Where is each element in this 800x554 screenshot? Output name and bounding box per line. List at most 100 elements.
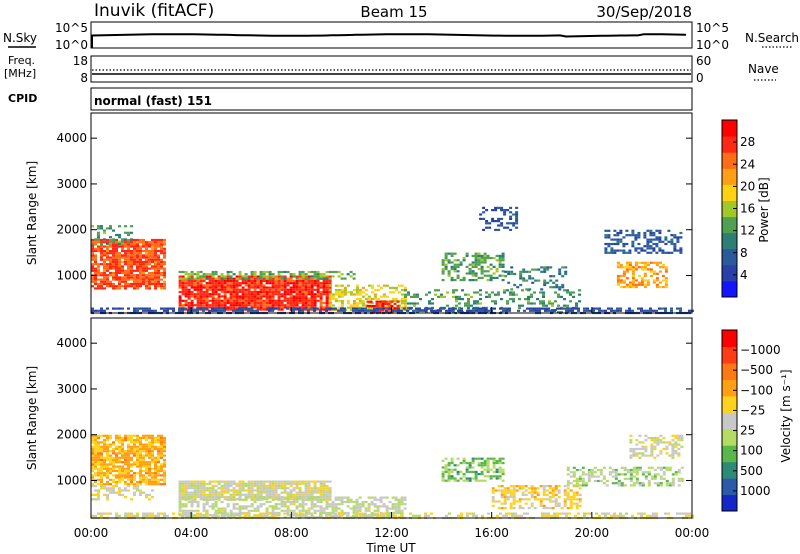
- heatmap-cell: [391, 309, 394, 312]
- heatmap-cell: [214, 500, 218, 504]
- heatmap-cell: [280, 295, 284, 298]
- heatmap-cell: [130, 265, 133, 268]
- heatmap-cell: [358, 293, 362, 296]
- heatmap-cell: [232, 306, 236, 309]
- heatmap-cell: [469, 309, 472, 312]
- heatmap-cell: [634, 236, 638, 239]
- heatmap-cell: [178, 505, 182, 508]
- heatmap-cell: [665, 441, 669, 444]
- heatmap-cell: [364, 307, 367, 310]
- heatmap-cell: [271, 297, 275, 300]
- heatmap-cell: [431, 311, 434, 314]
- heatmap-cell: [214, 503, 218, 506]
- heatmap-cell: [100, 307, 103, 310]
- heatmap-cell: [256, 484, 260, 488]
- heatmap-cell: [322, 487, 326, 490]
- heatmap-cell: [655, 261, 659, 264]
- heatmap-cell: [223, 290, 227, 294]
- heatmap-cell: [223, 286, 227, 289]
- heatmap-cell: [495, 475, 499, 478]
- heatmap-cell: [531, 268, 535, 271]
- heatmap-cell: [331, 304, 335, 307]
- heatmap-cell: [133, 439, 136, 442]
- heatmap-cell: [157, 472, 160, 475]
- heatmap-cell: [115, 452, 118, 455]
- heatmap-cell: [382, 307, 385, 310]
- heatmap-cell: [181, 491, 185, 494]
- heatmap-cell: [410, 295, 413, 298]
- heatmap-cell: [160, 243, 163, 246]
- heatmap-cell: [349, 291, 353, 294]
- heatmap-cell: [100, 469, 103, 473]
- heatmap-cell: [453, 265, 457, 268]
- heatmap-cell: [208, 282, 212, 285]
- heatmap-cell: [506, 496, 510, 499]
- heatmap-cell: [313, 496, 317, 499]
- heatmap-cell: [241, 277, 245, 280]
- heatmap-cell: [259, 286, 263, 289]
- heatmap-cell: [127, 476, 130, 479]
- heatmap-cell: [545, 304, 548, 307]
- heatmap-cell: [205, 297, 209, 300]
- heatmap-cell: [142, 269, 145, 272]
- heatmap-cell: [142, 445, 145, 448]
- heatmap-cell: [584, 484, 588, 487]
- heatmap-cell: [208, 277, 212, 280]
- heatmap-cell: [628, 249, 632, 252]
- heatmap-cell: [547, 514, 550, 517]
- heatmap-cell: [190, 277, 194, 280]
- heatmap-cell: [486, 265, 490, 268]
- heatmap-cell: [566, 484, 570, 487]
- heatmap-cell: [130, 452, 133, 455]
- heatmap-cell: [583, 307, 586, 310]
- heatmap-cell: [115, 256, 118, 259]
- heatmap-cell: [459, 477, 463, 480]
- heatmap-cell: [643, 268, 647, 271]
- heatmap-cell: [127, 307, 130, 310]
- colorbar-swatch: [722, 280, 737, 298]
- heatmap-cell: [641, 445, 645, 448]
- heatmap-cell: [373, 297, 377, 300]
- heatmap-cell: [578, 498, 582, 501]
- heatmap-cell: [340, 295, 344, 298]
- heatmap-cell: [376, 509, 380, 512]
- heatmap-cell: [524, 498, 528, 501]
- heatmap-cell: [593, 471, 597, 474]
- heatmap-cell: [495, 477, 499, 480]
- heatmap-cell: [205, 516, 209, 519]
- heatmap-cell: [184, 288, 188, 291]
- heatmap-cell: [202, 301, 206, 305]
- heatmap-cell: [403, 503, 407, 506]
- heatmap-cell: [578, 493, 582, 496]
- heatmap-cell: [226, 290, 230, 294]
- heatmap-cell: [181, 484, 185, 488]
- heatmap-cell: [619, 240, 623, 243]
- heatmap-cell: [367, 503, 371, 506]
- heatmap-cell: [247, 307, 250, 310]
- heatmap-cell: [425, 293, 428, 296]
- heatmap-cell: [100, 245, 103, 248]
- heatmap-cell: [259, 514, 262, 517]
- heatmap-cell: [235, 279, 239, 283]
- heatmap-cell: [157, 469, 160, 473]
- heatmap-cell: [322, 275, 326, 278]
- heatmap-cell: [238, 309, 241, 312]
- heatmap-cell: [289, 489, 293, 492]
- heatmap-cell: [94, 309, 97, 312]
- heatmap-cell: [127, 443, 130, 446]
- heatmap-cell: [241, 288, 245, 291]
- heatmap-cell: [103, 458, 106, 462]
- heatmap-cell: [205, 512, 208, 515]
- heatmap-cell: [415, 309, 418, 312]
- heatmap-cell: [664, 277, 668, 280]
- heatmap-cell: [310, 307, 313, 310]
- heatmap-cell: [441, 477, 445, 480]
- heatmap-cell: [304, 516, 308, 519]
- heatmap-cell: [346, 505, 350, 508]
- heatmap-cell: [127, 276, 130, 279]
- heatmap-cell: [313, 309, 316, 312]
- heatmap-cell: [187, 301, 191, 305]
- heatmap-cell: [280, 306, 284, 309]
- heatmap-cell: [187, 491, 191, 494]
- heatmap-cell: [349, 293, 353, 296]
